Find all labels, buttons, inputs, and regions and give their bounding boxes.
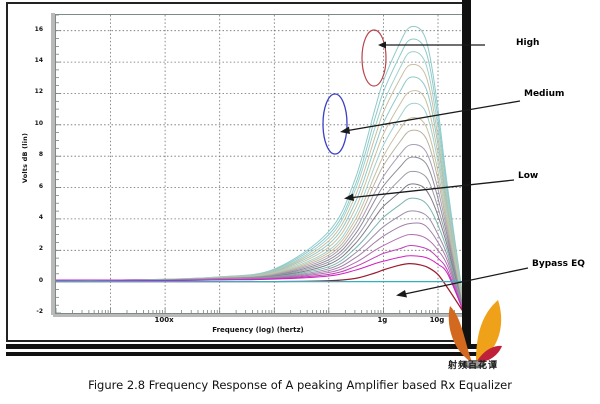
chart-series-line: [56, 63, 464, 309]
chart-series-line: [56, 197, 464, 313]
chart-canvas: [56, 15, 464, 313]
chart-series-line: [56, 156, 464, 313]
frame-edge-shadow-bottom-2: [6, 352, 478, 356]
chart-series-line: [56, 262, 464, 313]
plot-area: [55, 14, 465, 314]
y-tick-label: 10: [34, 119, 43, 127]
x-axis-label: Frequency (log) (hertz): [212, 326, 304, 334]
watermark-logo-icon: [448, 300, 502, 369]
y-tick-label: 8: [38, 151, 43, 159]
annotation-label-medium: Medium: [524, 89, 565, 99]
y-tick-label: 2: [38, 245, 43, 253]
figure-frame: Volts dB (lin) Frequency (log) (hertz) -…: [6, 2, 471, 342]
x-tick-label: 10g: [429, 316, 445, 324]
y-tick-label: 4: [38, 213, 43, 221]
y-tick-label: -2: [36, 308, 43, 315]
x-tick-label: 1g: [377, 316, 388, 324]
y-tick-label: 16: [34, 25, 43, 33]
y-tick-label: 0: [38, 276, 43, 284]
frame-edge-gap: [6, 349, 478, 352]
annotation-label-bypass-eq: Bypass EQ: [532, 259, 585, 269]
chart-series-line: [56, 25, 464, 306]
chart-series-line: [56, 143, 464, 313]
figure-caption: Figure 2.8 Frequency Response of A peaki…: [88, 378, 512, 392]
series-group: [56, 25, 464, 313]
chart-series-line: [56, 183, 464, 313]
x-tick-label: 100x: [154, 316, 174, 324]
x-axis-spine: [53, 313, 467, 317]
annotation-label-low: Low: [518, 171, 539, 181]
y-tick-label: 6: [38, 182, 43, 190]
frame-edge-shadow-right: [462, 0, 471, 344]
chart-series-line: [56, 38, 464, 308]
chart-series-line: [56, 51, 464, 309]
y-tick-label: 14: [34, 57, 43, 65]
y-axis-spine: [51, 13, 55, 315]
watermark-text: 射频百花谭: [447, 361, 498, 371]
chart-series-line: [56, 255, 464, 313]
annotation-label-high: High: [516, 38, 540, 48]
frame-edge-shadow-bottom: [6, 344, 478, 349]
chart-series-line: [56, 210, 464, 313]
y-tick-label: 12: [34, 88, 43, 96]
chart-series-line: [56, 170, 464, 313]
chart-series-line: [56, 129, 464, 313]
